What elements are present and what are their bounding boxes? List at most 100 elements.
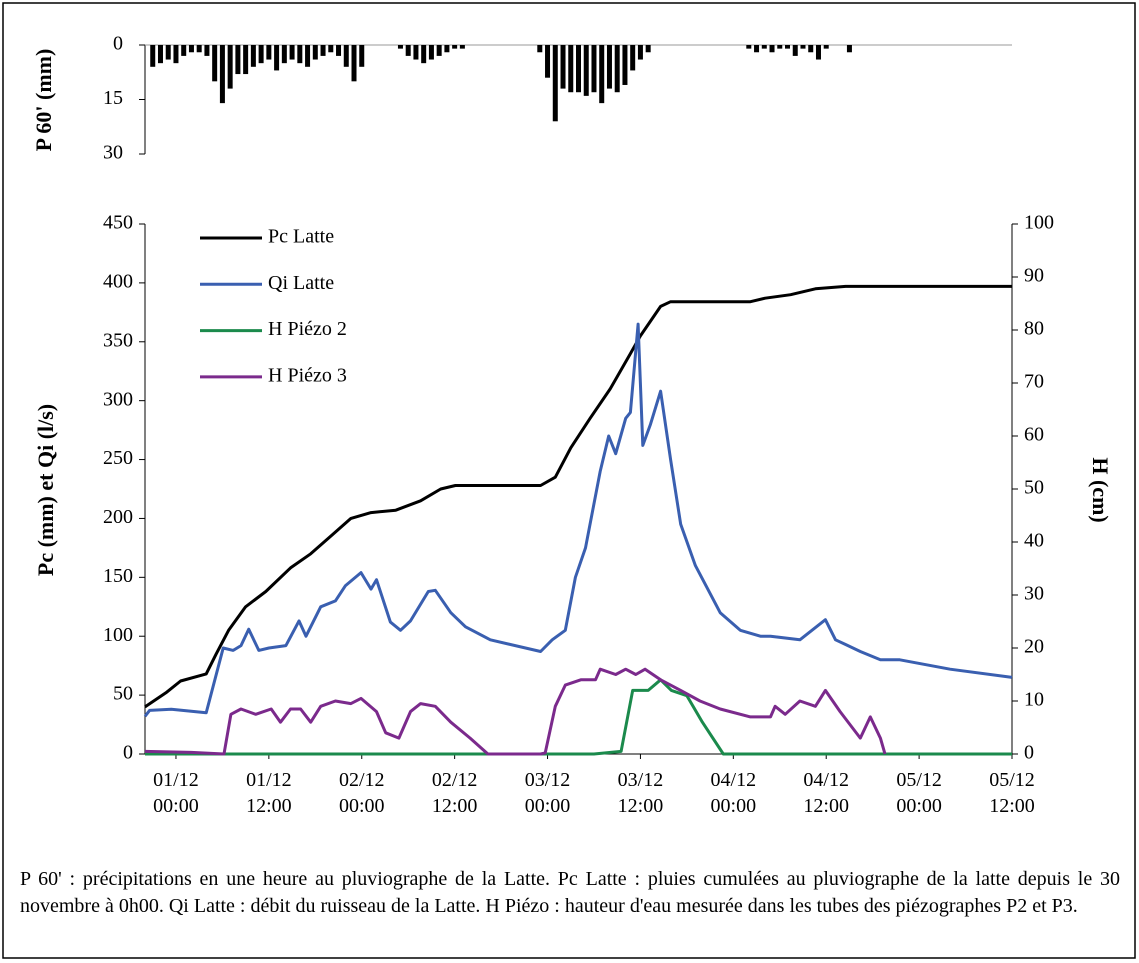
top-y-label: P 60' (mm) [31, 49, 56, 152]
series-line [144, 667, 887, 756]
precip-bar [545, 45, 551, 78]
precip-bar [637, 45, 643, 60]
precip-bar [599, 45, 605, 104]
precip-bar [583, 45, 589, 96]
y-tick-label: 0 [123, 742, 133, 764]
x-tick-label: 01/12 00:00 [153, 769, 199, 817]
y-tick-label: 350 [103, 329, 133, 351]
precip-bar [606, 45, 612, 89]
series-line [143, 322, 1013, 718]
precip-bar [413, 45, 419, 60]
precip-bar [343, 45, 349, 67]
precip-bar [289, 45, 295, 60]
y2-tick-label: 10 [1024, 689, 1044, 711]
precip-bar [746, 45, 752, 49]
y2-tick-label: 60 [1024, 424, 1044, 446]
precip-bar [204, 45, 210, 56]
y2-tick-label: 90 [1024, 265, 1044, 287]
caption: P 60' : précipitations en une heure au p… [20, 868, 1120, 917]
x-tick-label: 05/12 00:00 [896, 769, 942, 817]
precip-bar [212, 45, 218, 82]
y-tick-label: 450 [103, 212, 133, 234]
precip-bar [846, 45, 852, 53]
y-tick-label: 0 [113, 33, 123, 55]
precip-bar [754, 45, 760, 53]
precip-bar [281, 45, 287, 64]
precip-bar [274, 45, 280, 71]
precip-bar [800, 45, 806, 49]
precip-bar [552, 45, 558, 122]
precip-bar [808, 45, 814, 53]
legend-label: H Piézo 3 [268, 364, 347, 386]
precip-bar [428, 45, 434, 60]
precip-bar [165, 45, 171, 60]
precip-bar [258, 45, 264, 64]
x-tick-label: 03/12 12:00 [617, 769, 664, 817]
precip-bar [576, 45, 581, 93]
precip-bar [181, 45, 187, 56]
x-tick-label: 02/12 00:00 [338, 769, 385, 817]
legend-label: Qi Latte [268, 272, 334, 294]
y2-tick-label: 20 [1024, 636, 1044, 658]
precip-bar [436, 45, 442, 56]
precip-bar [614, 45, 620, 93]
y2-tick-label: 80 [1024, 318, 1044, 340]
y2-axis-label: H (cm) [1088, 457, 1113, 522]
y2-tick-label: 30 [1024, 583, 1044, 605]
y2-tick-label: 50 [1024, 477, 1044, 499]
precip-bar [444, 45, 450, 53]
precip-bar [397, 45, 403, 49]
precip-bar [537, 45, 543, 53]
y-axis-label: Pc (mm) et Qi (l/s) [33, 404, 58, 576]
precip-bar [219, 45, 225, 104]
x-tick-label: 03/12 00:00 [524, 769, 571, 817]
precip-bar [312, 45, 318, 60]
x-tick-label: 05/12 12:00 [989, 769, 1035, 817]
precip-bar [452, 45, 458, 49]
precip-bar [769, 45, 775, 53]
precip-bar [815, 45, 821, 60]
precip-bar [630, 45, 636, 71]
x-tick-label: 02/12 12:00 [431, 769, 478, 817]
precip-bar [622, 45, 628, 85]
precip-bar [196, 45, 202, 53]
precip-bar [235, 45, 241, 75]
precip-bar [421, 45, 427, 64]
precip-bar [266, 45, 272, 60]
precip-bar [351, 45, 357, 82]
precip-bar [405, 45, 411, 56]
y2-tick-label: 0 [1024, 742, 1034, 764]
y-tick-label: 150 [103, 565, 133, 587]
y-tick-label: 200 [103, 506, 133, 528]
precip-bar [785, 45, 791, 49]
x-tick-label: 01/12 12:00 [246, 769, 292, 817]
y-tick-label: 15 [103, 87, 123, 109]
legend-label: Pc Latte [268, 226, 334, 248]
y2-tick-label: 100 [1024, 212, 1054, 234]
y-tick-label: 400 [103, 270, 133, 292]
y2-tick-label: 40 [1024, 530, 1044, 552]
precip-bar [250, 45, 256, 67]
precip-bar [320, 45, 326, 56]
precip-bar [777, 45, 783, 49]
y-tick-label: 100 [103, 624, 133, 646]
precip-bar [459, 45, 465, 49]
precip-bar [645, 45, 651, 53]
precip-bar [560, 45, 566, 89]
precip-bar [297, 45, 303, 64]
precip-bar [227, 45, 233, 89]
precip-bar [823, 45, 829, 49]
precip-bar [157, 45, 163, 64]
precip-bar [173, 45, 179, 64]
y-tick-label: 50 [113, 683, 133, 705]
y2-tick-label: 70 [1024, 371, 1044, 393]
x-tick-label: 04/12 12:00 [803, 769, 849, 817]
x-tick-label: 04/12 00:00 [710, 769, 757, 817]
series-line [144, 284, 1012, 709]
precip-bar [359, 45, 365, 67]
precip-bar [188, 45, 194, 53]
y-tick-label: 250 [103, 447, 133, 469]
